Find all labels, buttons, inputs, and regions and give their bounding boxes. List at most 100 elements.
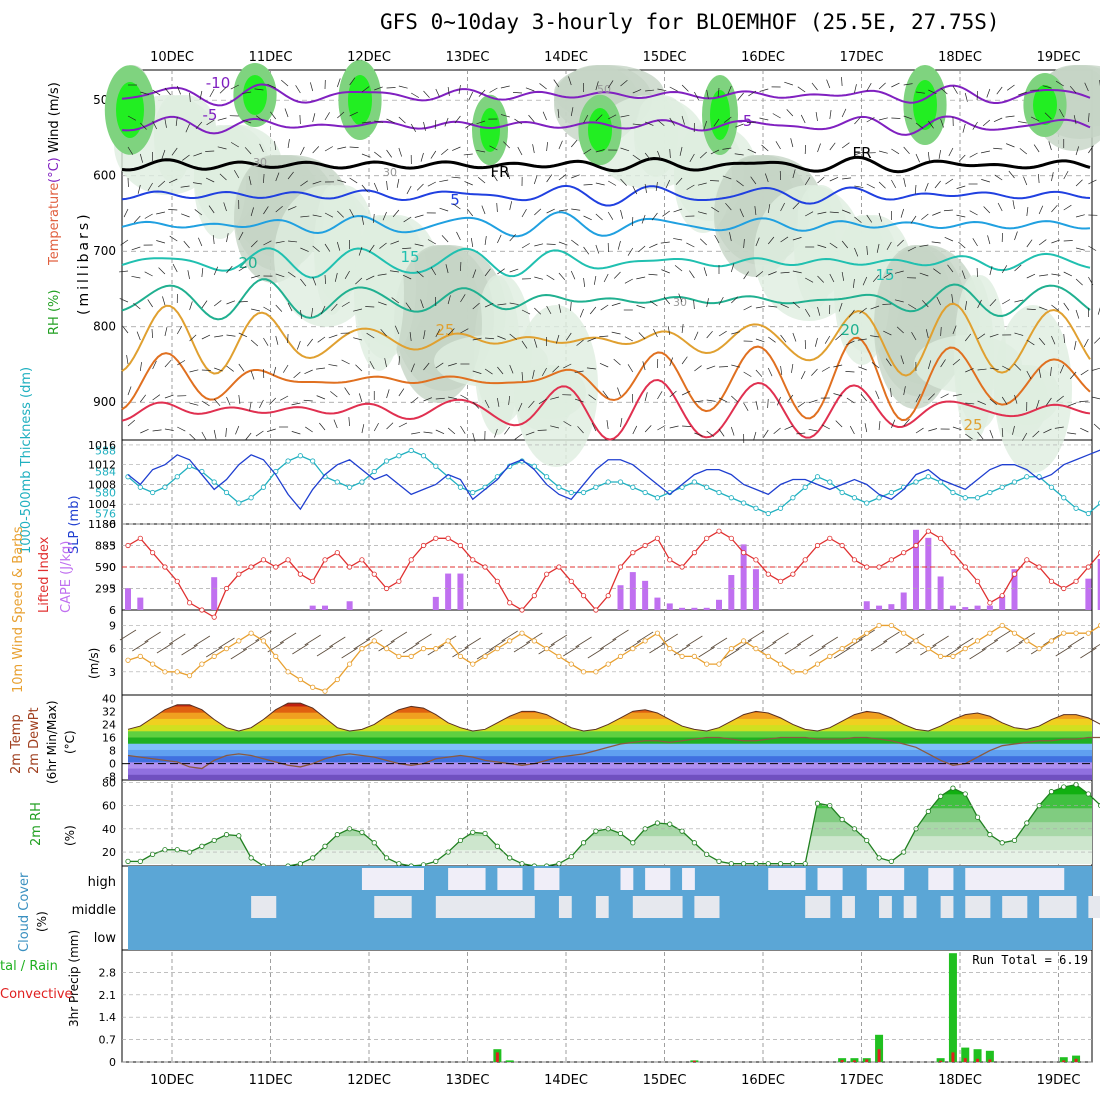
y-tick-label: 584 [95,466,116,479]
wind-barb [238,394,241,404]
wind-barb [1088,276,1094,285]
rh-shading [104,60,1100,473]
wind-barb [914,184,917,194]
wind-barb [368,244,375,253]
wind-barb [466,208,474,217]
wind-barb [389,270,399,273]
lifted-index-point [950,550,956,556]
wind-barb [472,401,480,409]
middle-cloud-cell [558,896,572,918]
wind-barb [182,154,190,161]
surface-wind-barb [981,639,999,651]
lifted-index-point [1061,585,1067,592]
wind-axis-label: 10m Wind Speed & Barbs [11,526,26,693]
wind-barb [386,149,393,158]
wind-barb [576,339,584,346]
lifted-index-point [1024,557,1030,563]
wind-barb [792,332,797,342]
surface-wind-barb [205,646,223,658]
middle-cloud-cell [522,896,535,918]
temp-contour-line [121,278,1091,321]
wind-barb [456,231,461,241]
wind-speed-point [654,630,661,636]
rh-point [950,785,956,791]
rh-saturated-blob [913,80,937,130]
wind-barb [814,337,818,347]
wind-barb [883,272,892,279]
rh-point [962,791,968,797]
wind-barb [767,204,771,214]
wind-barb [358,393,363,403]
wind-barb [152,120,158,130]
precip-total-bar [936,1058,945,1062]
cape-bar [1085,578,1092,610]
wind-barb [706,365,716,370]
wind-barb [509,268,519,273]
minmax-label: (6hr Min/Max) [45,701,59,785]
lifted-index-point [974,578,981,584]
wind-barb [494,428,498,438]
wind-barb [620,209,624,219]
thickness-point [396,453,402,459]
wind-barb [230,142,239,148]
wind-barb [981,179,990,183]
wind-barb [377,273,387,276]
rh-point [753,861,759,867]
wind-barb [743,239,745,249]
precip-convective-bar [951,1052,955,1062]
thickness-point [741,500,747,506]
wind-speed-point [347,661,353,667]
lifted-index-point [371,571,377,577]
wind-barb [521,243,530,249]
rh-saturated-blob [243,75,267,115]
dewpoint-line [127,736,1100,770]
rh-point [359,829,365,835]
wind-barb [944,237,954,242]
wind-barb [743,305,752,311]
wind-barb [557,109,560,119]
middle-cloud-cell [965,896,979,918]
wind-barb [213,300,222,307]
y-tick-label: 1012 [88,459,116,472]
wind-barb [312,245,320,253]
rh-point [150,851,156,857]
wind-barb [731,331,741,335]
wind-barb [206,119,215,126]
wind-barb [176,85,181,95]
thickness-point [654,495,661,501]
wind-labels: 10m Wind Speed & Barbs (m/s) [11,526,101,693]
wind-barb [454,115,461,124]
bottom-date-label: 16DEC [741,1073,785,1088]
rh-labels: 2m RH (%) [29,802,77,846]
wind-barb [230,84,239,90]
thickness-point [580,489,587,496]
cape-bar [974,605,981,610]
wind-barb [632,185,638,195]
wind-barb [964,301,968,311]
surface-wind-barb [587,647,605,659]
surface-wind-barb [698,646,715,658]
cape-bar [913,529,919,610]
wind-barb [962,123,966,133]
wind-barb [478,89,486,97]
wind-barb [259,399,264,409]
top-date-label: 14DEC [544,50,588,65]
wind-barb [568,76,572,86]
contour-label: -5 [203,106,218,124]
wind-barb [624,336,633,342]
high-cloud-cell [1014,868,1028,890]
wind-barb [693,300,695,310]
wind-barb [555,334,560,344]
wind-barb [122,325,129,334]
middle-cloud-cell [645,896,658,918]
middle-cloud-cell [251,896,264,918]
thickness-point [716,489,722,496]
contour-label: 20 [840,321,859,339]
wind-barb [156,211,166,215]
precip-convective-bar [939,1060,943,1062]
wind-speed-point [827,653,833,659]
wind-barb [503,141,510,149]
wind-barb [915,153,920,163]
cloud-labels: Cloud Cover (%) [17,872,49,952]
wind-barb [660,241,670,244]
